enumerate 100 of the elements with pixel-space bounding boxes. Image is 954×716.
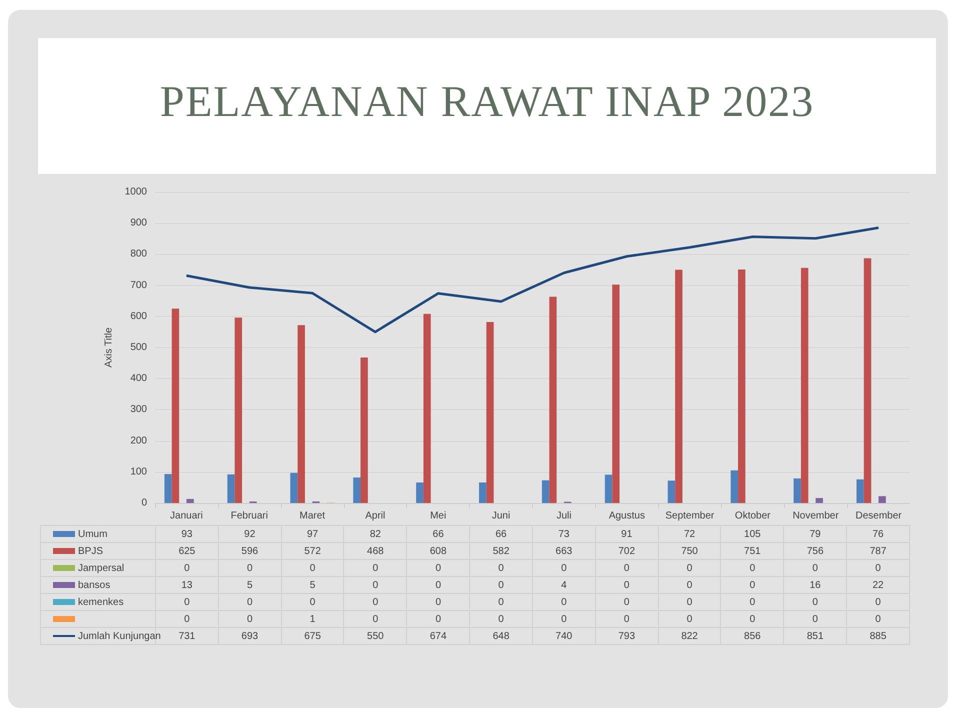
data-label: 91 (595, 526, 658, 542)
data-label: 608 (406, 542, 470, 560)
data-label: 0 (595, 560, 658, 576)
y-tick-label: 800 (130, 248, 148, 260)
line-series (185, 226, 880, 334)
bar (738, 269, 746, 503)
data-label: 105 (720, 526, 784, 542)
data-label: 76 (846, 526, 910, 542)
data-label: 750 (658, 542, 721, 560)
bar (186, 498, 194, 503)
data-label: 0 (658, 594, 721, 610)
data-label: 740 (532, 628, 596, 644)
data-label: 72 (658, 526, 721, 542)
y-tick-label: 300 (130, 404, 148, 416)
data-label: 0 (595, 610, 658, 628)
data-label: 751 (720, 542, 784, 560)
bar (794, 478, 801, 503)
bar (234, 318, 242, 503)
data-label: 0 (470, 594, 532, 610)
data-label: 82 (344, 526, 407, 542)
data-label: 0 (720, 560, 784, 576)
bar (542, 480, 550, 503)
x-tick-label: Mei (430, 510, 446, 522)
bar (479, 482, 486, 503)
data-label: 793 (595, 628, 658, 644)
data-label: 0 (784, 610, 847, 628)
data-label: 702 (595, 542, 658, 560)
data-label: 0 (156, 594, 218, 610)
x-tick-label: Oktober (734, 510, 772, 522)
bar (172, 308, 180, 503)
x-tick-label: Agustus (608, 510, 645, 522)
data-label: 0 (470, 576, 532, 594)
bar (353, 478, 361, 503)
data-label: 550 (344, 628, 407, 644)
data-label: 79 (784, 526, 847, 542)
bar (675, 270, 682, 503)
data-label: 93 (156, 526, 218, 542)
x-tick-label: Juni (492, 510, 510, 522)
data-label: 0 (470, 610, 532, 628)
bar (816, 498, 823, 503)
x-tick-label: Januari (170, 510, 203, 522)
legend-label: kemenkes (40, 594, 156, 610)
data-label: 731 (178, 630, 196, 642)
data-label: 66 (406, 526, 470, 542)
y-tick-label: 0 (141, 498, 148, 508)
data-label: 0 (532, 610, 596, 628)
data-label: 822 (658, 628, 721, 644)
data-label: 675 (281, 628, 344, 644)
bar (423, 314, 431, 503)
data-label: 0 (846, 610, 910, 628)
y-tick-label: 100 (130, 466, 148, 478)
data-label: 73 (532, 526, 596, 542)
data-label: 0 (595, 576, 658, 594)
data-label: 1 (281, 610, 344, 628)
data-label: 0 (846, 560, 910, 576)
bar (290, 472, 298, 503)
bar (227, 474, 235, 503)
bar (878, 496, 886, 503)
data-label: 0 (532, 560, 596, 576)
data-label: 0 (470, 560, 532, 576)
data-label: 0 (658, 576, 721, 594)
data-label: 5 (218, 576, 282, 594)
legend-label: Jampersal (40, 560, 156, 576)
data-label: 0 (784, 560, 847, 576)
data-label: 0 (156, 610, 218, 628)
bar (612, 284, 620, 503)
y-tick-label: 900 (130, 218, 148, 229)
data-label: 13 (156, 576, 218, 594)
data-label: 66 (470, 526, 532, 542)
legend-label: Umum (40, 526, 156, 542)
x-tick-label: Februari (230, 510, 268, 522)
data-label: 0 (218, 594, 282, 610)
data-label: 663 (532, 542, 596, 560)
bar (800, 268, 808, 503)
data-label: 0 (720, 610, 784, 628)
data-label: 0 (784, 594, 847, 610)
bar (730, 470, 738, 503)
data-label: 625 (156, 542, 218, 560)
bar (164, 474, 172, 503)
data-label: 0 (846, 594, 910, 610)
data-label: 0 (595, 594, 658, 610)
y-tick-label: 1000 (124, 186, 148, 198)
bar (360, 357, 368, 503)
bar (856, 479, 864, 503)
data-label: 92 (218, 526, 282, 542)
legend-label: BPJS (40, 542, 156, 560)
data-label: 756 (784, 542, 847, 560)
data-label: 0 (406, 560, 470, 576)
y-tick-label: 500 (130, 342, 148, 353)
data-label: 0 (658, 560, 721, 576)
data-label: 0 (218, 560, 282, 576)
bar (549, 296, 557, 503)
data-label: 468 (344, 542, 407, 560)
bar (298, 325, 305, 503)
legend-label: bansos (40, 576, 156, 594)
bar (864, 258, 872, 503)
data-label: 0 (658, 610, 721, 628)
bar (668, 480, 676, 503)
data-label: 648 (470, 628, 532, 644)
data-label: 0 (281, 594, 344, 610)
